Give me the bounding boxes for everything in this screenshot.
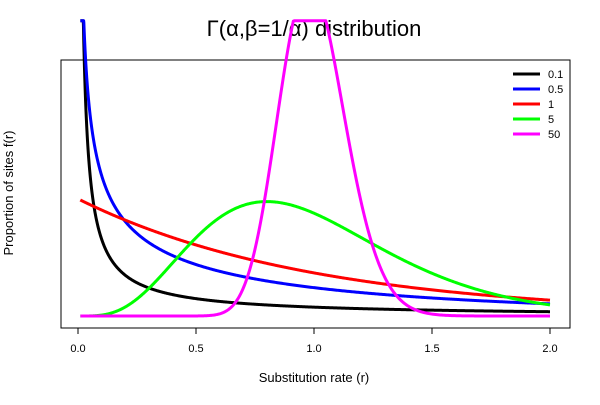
legend-label-0.1: 0.1: [548, 69, 563, 81]
legend: 0.1 0.5 1 5 50: [513, 69, 563, 141]
legend-label-50: 50: [548, 129, 560, 141]
series-line-alpha-0.5: [78, 19, 551, 306]
x-tick-label: 2.0: [542, 343, 557, 355]
y-axis-label: Proportion of sites f(r): [1, 131, 16, 256]
series-line-alpha-1: [78, 198, 551, 302]
x-tick-label: 0.0: [70, 343, 85, 355]
series-lines: [78, 19, 551, 318]
series-line-alpha-0.1: [78, 19, 551, 314]
x-tick-label: 1.5: [424, 343, 439, 355]
x-axis-label: Substitution rate (r): [259, 370, 370, 385]
series-line-alpha-50: [78, 19, 551, 318]
x-axis: 0.0 0.5 1.0 1.5 2.0: [70, 327, 558, 355]
legend-label-5: 5: [548, 114, 554, 126]
x-tick-label: 1.0: [306, 343, 321, 355]
series-line-alpha-5: [78, 200, 551, 318]
x-tick-label: 0.5: [188, 343, 203, 355]
legend-label-1: 1: [548, 99, 554, 111]
legend-label-0.5: 0.5: [548, 84, 563, 96]
